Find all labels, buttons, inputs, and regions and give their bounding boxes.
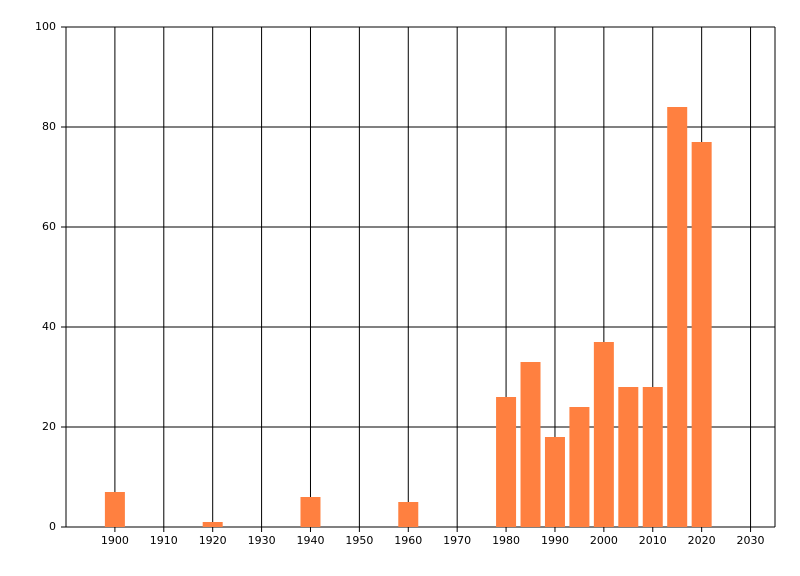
y-tick-label: 0 <box>49 520 56 533</box>
bar <box>691 142 712 527</box>
bar <box>300 497 321 527</box>
bar <box>618 387 639 527</box>
bar <box>544 437 565 527</box>
bar <box>202 522 223 527</box>
x-tick-label: 1900 <box>101 534 129 547</box>
x-tick-label: 2010 <box>639 534 667 547</box>
x-tick-label: 1940 <box>296 534 324 547</box>
bar <box>642 387 663 527</box>
bar <box>520 362 541 527</box>
x-tick-label: 1950 <box>345 534 373 547</box>
x-tick-label: 1930 <box>248 534 276 547</box>
x-tick-label: 2000 <box>590 534 618 547</box>
bar <box>496 397 517 527</box>
x-tick-label: 2030 <box>737 534 765 547</box>
y-tick-label: 20 <box>42 420 56 433</box>
bar <box>398 502 419 527</box>
x-tick-label: 1920 <box>199 534 227 547</box>
bar <box>569 407 590 527</box>
y-tick-label: 60 <box>42 220 56 233</box>
bar <box>104 492 125 527</box>
x-tick-label: 1980 <box>492 534 520 547</box>
y-tick-label: 80 <box>42 120 56 133</box>
x-tick-label: 1960 <box>394 534 422 547</box>
x-tick-label: 2020 <box>688 534 716 547</box>
y-tick-label: 100 <box>35 20 56 33</box>
y-tick-label: 40 <box>42 320 56 333</box>
x-tick-label: 1910 <box>150 534 178 547</box>
x-tick-label: 1990 <box>541 534 569 547</box>
bar <box>667 107 688 527</box>
x-tick-label: 1970 <box>443 534 471 547</box>
bar <box>593 342 614 527</box>
